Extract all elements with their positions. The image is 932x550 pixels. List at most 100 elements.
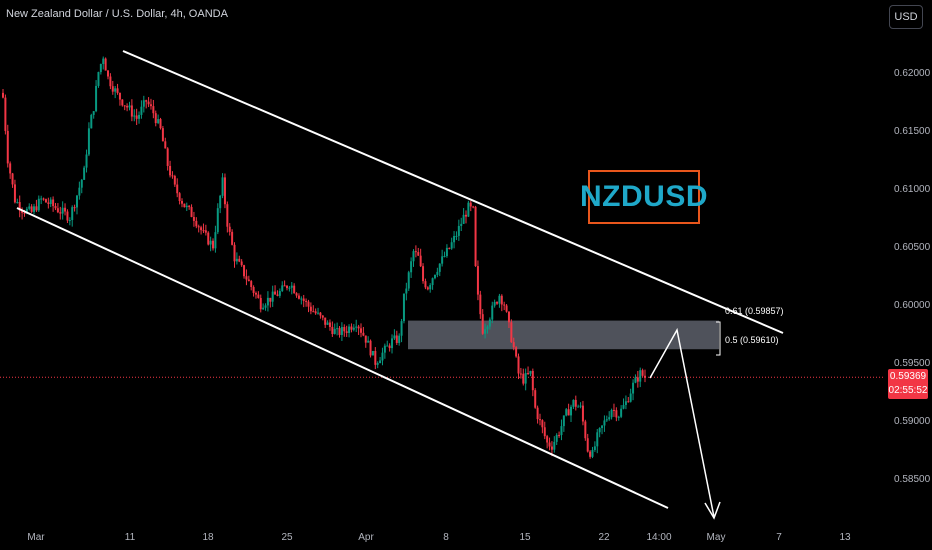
candle-body <box>114 88 117 92</box>
candle-body <box>202 230 205 232</box>
candle-body <box>328 322 331 327</box>
candle-body <box>2 92 4 98</box>
candle-body <box>598 428 601 433</box>
time-tick-label: 8 <box>443 532 449 543</box>
candle-body <box>324 317 327 325</box>
candle-body <box>33 206 36 212</box>
candle-body <box>605 419 608 421</box>
candle-body <box>123 105 126 107</box>
candle-body <box>314 311 317 314</box>
candle-body <box>116 88 119 93</box>
candle-body <box>135 115 138 119</box>
candle-body <box>109 76 112 87</box>
candle-body <box>398 335 401 343</box>
candle-body <box>64 207 67 212</box>
candle-body <box>133 115 136 117</box>
candle-body <box>476 266 479 295</box>
candle-body <box>629 393 632 402</box>
candle-body <box>30 206 33 212</box>
candle-body <box>317 312 320 314</box>
candle-body <box>152 106 155 114</box>
candle-body <box>305 300 308 302</box>
channel-upper-line[interactable] <box>122 50 784 334</box>
candle-body <box>419 255 422 267</box>
projection-arrow-path[interactable] <box>649 327 715 518</box>
candle-body <box>340 327 343 335</box>
candle-body <box>21 210 24 213</box>
time-tick-label: 22 <box>598 532 610 543</box>
candle-body <box>204 230 207 233</box>
candle-body <box>75 195 78 208</box>
channel-lower-line[interactable] <box>16 207 669 509</box>
candle-body <box>190 207 193 217</box>
candle-body <box>276 294 279 296</box>
candle-body <box>424 281 427 288</box>
candle-body <box>391 338 394 349</box>
candle-body <box>219 195 222 209</box>
candle-body <box>169 165 172 176</box>
candle-body <box>288 287 291 289</box>
candle-body <box>362 332 365 336</box>
candle-body <box>140 106 143 115</box>
candle-body <box>233 244 236 262</box>
candle-body <box>512 342 515 348</box>
projection-arrowhead <box>704 501 721 520</box>
candle-body <box>154 113 157 124</box>
candle-body <box>608 417 611 420</box>
candle-body <box>283 285 286 287</box>
channel-drawings <box>16 50 784 520</box>
candle-body <box>71 207 74 220</box>
candle-body <box>92 111 95 115</box>
candle-body <box>550 446 553 450</box>
candle-body <box>312 311 315 313</box>
candle-body <box>338 328 341 335</box>
candle-body <box>83 167 86 180</box>
candle-body <box>111 86 114 92</box>
candle-body <box>223 177 226 205</box>
candle-body <box>118 92 121 100</box>
current-price-value: 0.59369 <box>889 371 927 382</box>
candle-body <box>104 58 107 71</box>
candle-body <box>35 206 38 211</box>
candle-body <box>507 311 510 323</box>
time-axis: Mar 11 18 25 Apr 8 15 22 14:00 May 7 13 <box>27 532 851 543</box>
candles-group <box>2 56 646 459</box>
candle-body <box>414 251 417 253</box>
candle-body <box>226 204 229 227</box>
candle-body <box>410 261 413 273</box>
candle-body <box>589 451 592 457</box>
candle-body <box>197 226 200 228</box>
candle-body <box>309 306 312 312</box>
candle-body <box>574 399 577 407</box>
candle-body <box>207 232 210 245</box>
candle-body <box>231 231 234 245</box>
symbol-label-box[interactable]: NZDUSD <box>580 170 708 224</box>
candle-body <box>343 327 346 332</box>
candle-body <box>9 163 12 174</box>
current-price-badge[interactable]: 0.59369 02:55:52 <box>888 369 928 399</box>
candle-body <box>488 319 491 327</box>
candle-body <box>529 370 532 374</box>
candle-body <box>293 285 296 294</box>
candle-body <box>524 372 527 384</box>
candle-body <box>510 322 513 343</box>
candle-body <box>486 326 489 330</box>
fibonacci-zone <box>408 320 719 350</box>
candle-body <box>481 314 484 334</box>
candle-body <box>364 335 367 343</box>
candle-body <box>18 202 21 211</box>
candle-body <box>49 199 52 204</box>
candle-body <box>352 327 355 330</box>
candle-body <box>295 293 298 296</box>
time-tick-label: 11 <box>125 532 136 543</box>
candle-body <box>350 326 353 330</box>
candle-body <box>402 293 405 322</box>
price-axis: 0.62000 0.61500 0.61000 0.60500 0.60000 0.595… <box>894 68 931 485</box>
candle-body <box>266 297 269 306</box>
candle-body <box>56 208 59 213</box>
candle-body <box>457 225 460 236</box>
candle-body <box>171 175 174 177</box>
currency-button[interactable]: USD <box>889 5 923 29</box>
candle-body <box>581 405 584 422</box>
